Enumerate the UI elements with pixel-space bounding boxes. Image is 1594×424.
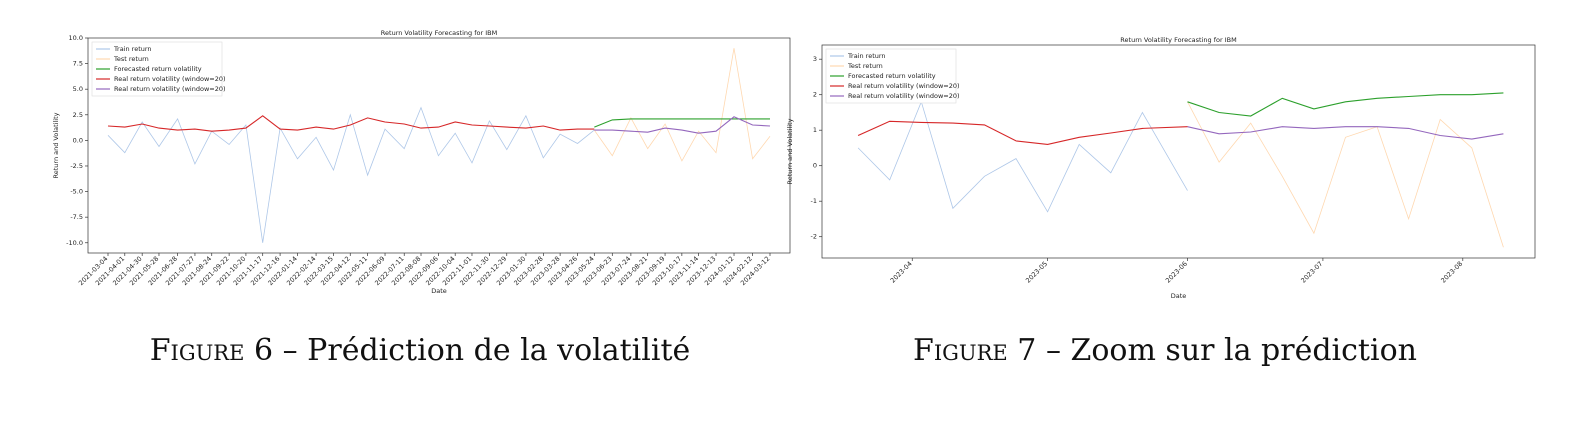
legend-label: Forecasted return volatility (114, 65, 202, 73)
legend-label: Real return volatility (window=20) (114, 85, 226, 93)
caption: Figure 6 – Prédiction de la volatilité (150, 333, 691, 368)
legend-label: Train return (113, 45, 152, 53)
legend-box (91, 41, 223, 97)
series-line (107, 115, 595, 132)
y-tick-label: 2 (813, 91, 817, 99)
series-line (1187, 92, 1504, 117)
y-tick-label: 0 (813, 162, 817, 170)
y-axis-label: Return and Volatility (52, 112, 60, 178)
x-tick-label: 2023-05 (1024, 260, 1049, 285)
y-axis-label: Return and Volatility (786, 118, 794, 184)
caption-label: Figure 6 (150, 333, 273, 368)
caption: Figure 7 – Zoom sur la prédiction (913, 333, 1417, 368)
y-tick-label: 10.0 (69, 34, 83, 42)
x-tick-label: 2023-04 (889, 260, 914, 285)
caption-text: – Zoom sur la prédiction (1046, 333, 1417, 368)
legend-label: Real return volatility (window=20) (114, 75, 226, 83)
y-tick-label: -1 (811, 197, 817, 205)
y-tick-label: -5.0 (70, 188, 83, 196)
legend-label: Train return (847, 52, 886, 60)
legend-label: Test return (113, 55, 149, 63)
x-tick-label: 2023-06 (1164, 260, 1189, 285)
series-line (107, 106, 595, 243)
y-tick-label: 0.0 (73, 136, 83, 144)
y-tick-label: -10.0 (66, 239, 83, 247)
y-tick-label: 7.5 (73, 60, 83, 68)
y-tick-label: 2.5 (73, 111, 83, 119)
legend-label: Real return volatility (window=20) (848, 92, 960, 100)
y-tick-label: 3 (813, 55, 817, 63)
y-tick-label: -7.5 (70, 213, 83, 221)
series-line (594, 118, 770, 128)
legend-label: Test return (847, 62, 883, 70)
series-line (857, 100, 1188, 213)
y-tick-label: -2.5 (70, 162, 83, 170)
caption-label: Figure 7 (913, 333, 1036, 368)
y-tick-label: 5.0 (73, 85, 83, 93)
chart-title: Return Volatility Forecasting for IBM (1120, 36, 1236, 44)
series-line (857, 120, 1188, 145)
chart-title: Return Volatility Forecasting for IBM (381, 29, 497, 37)
x-axis-label: Date (431, 287, 447, 295)
caption-text: – Prédiction de la volatilité (283, 333, 691, 368)
legend-label: Real return volatility (window=20) (848, 82, 960, 90)
x-tick-label: 2023-08 (1439, 260, 1464, 285)
series-line (1187, 101, 1504, 248)
y-tick-label: -2 (811, 233, 817, 241)
series-line (1187, 126, 1504, 140)
legend-label: Forecasted return volatility (848, 72, 936, 80)
x-tick-label: 2023-07 (1299, 260, 1324, 285)
y-tick-label: 1 (813, 126, 817, 134)
legend-box (825, 48, 957, 104)
series-line (594, 116, 771, 134)
x-axis-label: Date (1171, 292, 1187, 300)
